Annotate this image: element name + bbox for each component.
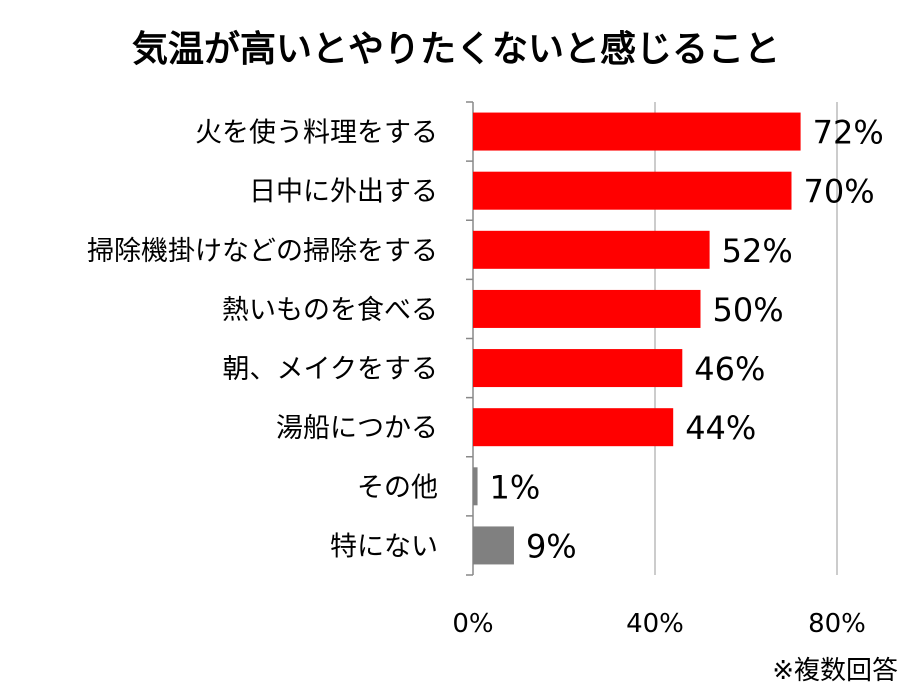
data-label: 50% bbox=[713, 291, 784, 329]
bar bbox=[473, 171, 792, 210]
category-label: その他 bbox=[357, 472, 438, 503]
x-tick-label: 80% bbox=[808, 609, 866, 639]
data-label: 9% bbox=[526, 527, 577, 565]
x-tick-label: 0% bbox=[452, 609, 493, 639]
footnote: ※複数回答 bbox=[772, 656, 898, 686]
bar bbox=[473, 289, 701, 328]
category-label: 日中に外出する bbox=[249, 177, 438, 208]
category-label: 湯船につかる bbox=[276, 413, 438, 444]
bar bbox=[473, 349, 683, 388]
category-label: 朝、メイクをする bbox=[223, 354, 438, 385]
data-label: 52% bbox=[722, 232, 793, 270]
data-label: 46% bbox=[694, 350, 765, 388]
category-label: 掃除機掛けなどの掃除をする bbox=[87, 236, 438, 267]
data-label: 70% bbox=[804, 173, 875, 211]
bar bbox=[473, 112, 801, 151]
chart-title: 気温が高いとやりたくないと感じること bbox=[131, 29, 780, 70]
category-label: 火を使う料理をする bbox=[195, 118, 438, 149]
bar bbox=[473, 230, 710, 269]
bar bbox=[473, 408, 674, 447]
data-label: 44% bbox=[685, 409, 756, 447]
data-label: 72% bbox=[813, 114, 884, 152]
x-tick-label: 40% bbox=[626, 609, 684, 639]
bar bbox=[473, 467, 478, 506]
category-label: 熱いものを食べる bbox=[222, 295, 438, 326]
data-label: 1% bbox=[490, 468, 541, 506]
bar bbox=[473, 526, 514, 565]
category-label: 特にない bbox=[330, 531, 438, 562]
